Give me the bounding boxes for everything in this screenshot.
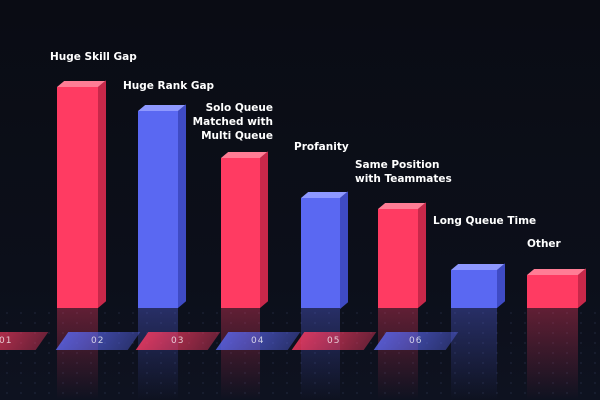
bar-label-line: Huge Rank Gap xyxy=(123,80,215,92)
index-label: 04 xyxy=(251,336,265,346)
bar-front-face xyxy=(221,157,260,308)
floor-grid xyxy=(0,308,600,400)
bar xyxy=(138,104,186,308)
index-label: 05 xyxy=(327,336,341,346)
index-label: 06 xyxy=(409,336,423,346)
bar-reflection xyxy=(451,308,497,400)
bar-reflection xyxy=(378,308,418,400)
bar-front-face xyxy=(378,208,418,308)
bar-label-line: Same Position xyxy=(355,159,440,171)
bar-reflection xyxy=(527,308,578,400)
bar-front-face xyxy=(527,274,578,308)
bar-label: Huge Skill Gap xyxy=(50,50,137,64)
bar xyxy=(378,201,426,308)
bar-label: Same Position with Teammates xyxy=(355,158,452,186)
bar-top-face xyxy=(527,268,586,275)
bar-side-face xyxy=(260,151,268,308)
bar xyxy=(451,263,505,308)
index-plate: 02 xyxy=(55,332,141,350)
bar xyxy=(57,80,106,308)
bar-label: Other xyxy=(527,237,561,251)
bar-side-face xyxy=(340,190,348,308)
bar-top-face xyxy=(221,151,268,158)
bar-front-face xyxy=(138,111,178,308)
bar-top-face xyxy=(138,105,186,112)
bar-top-face xyxy=(378,202,426,209)
bar-front-face xyxy=(57,87,98,308)
bar-label: Huge Rank Gap xyxy=(123,79,214,93)
bar-side-face xyxy=(497,263,505,308)
bar-side-face xyxy=(578,268,586,308)
bar-side-face xyxy=(98,80,106,308)
bar-label-line: Other xyxy=(527,238,561,250)
index-plate: 04 xyxy=(215,332,301,350)
bar xyxy=(221,151,268,308)
bar-top-face xyxy=(451,264,505,271)
bar-label: Solo Queue Matched with Multi Queue xyxy=(193,101,273,143)
bar-label-line: Profanity xyxy=(294,141,349,153)
index-plate: 06 xyxy=(373,332,459,350)
index-plate: 05 xyxy=(291,332,377,350)
bar-label: Long Queue Time xyxy=(433,214,536,228)
bar-top-face xyxy=(301,191,348,198)
bar-reflection xyxy=(301,308,340,400)
index-label: 03 xyxy=(171,336,185,346)
bar-label-line: Long Queue Time xyxy=(433,215,537,227)
bar-side-face xyxy=(178,104,186,308)
bar-front-face xyxy=(301,197,340,308)
bar-reflection xyxy=(138,308,178,400)
bar-label-line: Solo Queue xyxy=(205,102,273,114)
bar xyxy=(301,190,348,308)
bar-top-face xyxy=(57,81,106,87)
bar-reflection xyxy=(57,308,98,400)
index-label: 02 xyxy=(91,336,105,346)
index-label: 01 xyxy=(0,336,13,346)
bar-side-face xyxy=(418,201,426,308)
bar-front-face xyxy=(451,270,497,308)
bar-label-line: Matched with xyxy=(192,116,273,128)
bar-label: Profanity xyxy=(294,140,349,154)
bar-reflection xyxy=(221,308,260,400)
index-plate: 03 xyxy=(135,332,221,350)
bar-label-line: with Teammates xyxy=(355,173,452,185)
bar xyxy=(527,268,586,308)
bar-label-line: Huge Skill Gap xyxy=(50,51,137,63)
bar-label-line: Multi Queue xyxy=(201,130,273,142)
